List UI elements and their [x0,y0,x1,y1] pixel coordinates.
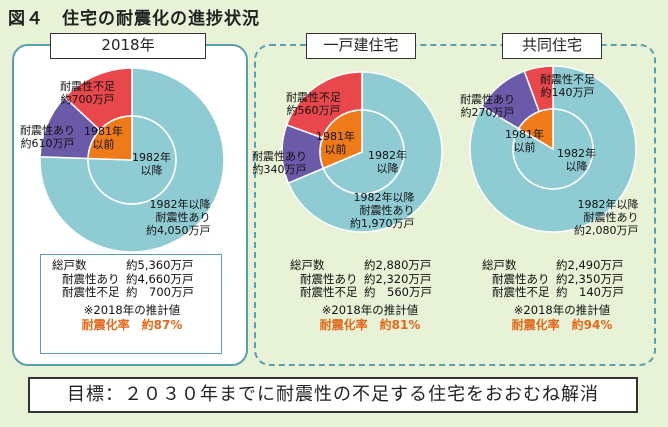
summary-row-insufficient: 耐震性不足 約 140万戸 [492,285,624,299]
year-label-2018: 2018年 [50,33,206,59]
inner-ring-outline [512,108,594,190]
inner-ring-outline [87,115,177,205]
summary-detached: 総戸数 約2,880万戸 耐震性あり 約2,320万戸 耐震性不足 約 560万… [290,258,450,333]
summary-row-insufficient: 耐震性不足 約 700万戸 [62,285,194,299]
inner-ring-outline [319,109,405,195]
label-insufficient-2018: 耐震性不足 約700万戸 [60,80,115,106]
summary-row-sufficient: 耐震性あり 約4,660万戸 [62,271,194,286]
label-before1981-detached: 1981年 以前 [316,130,355,156]
summary-row-total: 総戸数 約2,490万戸 [482,258,624,272]
summary-note: ※2018年の推計値 [83,302,181,317]
summary-box-2018 [40,254,222,354]
panel-breakdown [254,44,656,366]
seismic-rate: 耐震化率 約94% [511,318,613,332]
summary-row-total: 総戸数 約2,880万戸 [290,258,432,272]
label-after1982-seismic-apartment: 1982年以降 耐震性あり 約2,080万戸 [574,198,639,237]
label-before1981-apartment: 1981年 以前 [505,128,544,154]
label-after1982-seismic-detached: 1982年以降 耐震性あり 約1,970万戸 [350,191,415,230]
label-sufficient-detached: 耐震性あり 約340万戸 [252,150,307,176]
seismic-rate: 耐震化率 約81% [319,318,421,332]
label-apartment: 共同住宅 [502,33,602,59]
summary-note: ※2018年の推計値 [321,302,419,317]
summary-apartment: 総戸数 約2,490万戸 耐震性あり 約2,350万戸 耐震性不足 約 140万… [482,258,642,333]
label-detached-house: 一戸建住宅 [306,33,416,59]
label-after1982-apartment: 1982年 以降 [557,147,596,173]
summary-row-sufficient: 耐震性あり 約2,320万戸 [300,271,432,286]
label-insufficient-apartment: 耐震性不足 約140万戸 [540,73,595,99]
summary-2018: 総戸数 約5,360万戸 耐震性あり 約4,660万戸 耐震性不足 約 700万… [52,258,212,333]
seismic-rate: 耐震化率 約87% [81,318,183,332]
label-after1982-detached: 1982年 以降 [368,149,407,175]
label-insufficient-detached: 耐震性不足 約560万戸 [286,91,341,117]
slice-after-1982 [469,65,637,233]
label-sufficient-apartment: 耐震性あり 約270万戸 [460,93,515,119]
summary-row-total: 総戸数 約5,360万戸 [52,258,194,272]
label-before1981-2018: 1981年 以前 [84,125,123,151]
summary-note: ※2018年の推計値 [513,302,611,317]
label-after1982-seismic-2018: 1982年以降 耐震性あり 約4,050万戸 [146,198,211,237]
label-sufficient-2018: 耐震性あり 約610万戸 [20,124,75,150]
label-after1982-2018: 1982年 以降 [132,151,171,177]
figure-title: 図４ 住宅の耐震化の進捗状況 [8,9,260,29]
summary-row-sufficient: 耐震性あり 約2,350万戸 [492,271,624,286]
goal-banner: 目標：２０３０年までに耐震性の不足する住宅をおおむね解消 [28,377,638,413]
summary-row-insufficient: 耐震性不足 約 560万戸 [300,285,432,299]
